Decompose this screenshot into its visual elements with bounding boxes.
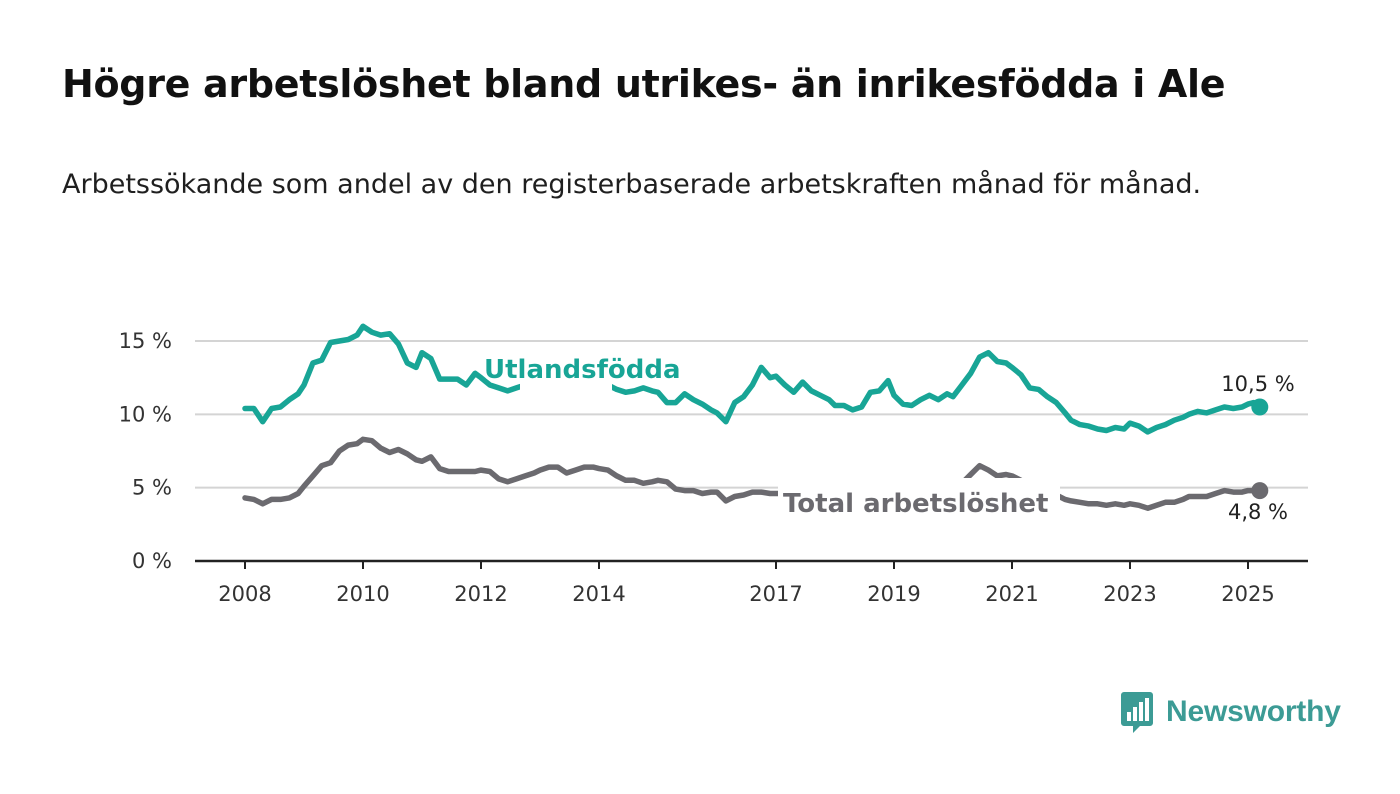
series-end-point [1251,482,1269,500]
y-tick-label: 15 % [119,329,172,353]
series-line-total [242,436,1263,511]
y-tick-label: 5 % [132,476,172,500]
end-value-label: 10,5 % [1221,372,1294,396]
x-tick-label: 2008 [218,582,271,606]
x-tick-label: 2012 [454,582,507,606]
chart-subtitle: Arbetssökande som andel av den registerb… [62,169,1202,200]
x-tick-label: 2014 [572,582,625,606]
x-tick-label: 2021 [985,582,1038,606]
label-halo [520,352,612,390]
brand-logo: Newsworthy [1120,690,1341,734]
chart-title: Högre arbetslöshet bland utrikes- än inr… [62,62,1226,106]
series-label-utlandsfodda: Utlandsfödda [484,355,681,385]
x-tick-label: 2010 [336,582,389,606]
series-line-utlandsfodda [242,323,1263,435]
x-tick-label: 2025 [1221,582,1274,606]
line-chart: 0 % 5 % 10 % 15 % 2008 2010 2012 2014 2017 2019 20… [119,323,1308,606]
y-tick-label: 0 % [132,549,172,573]
newsworthy-logo-icon [1121,692,1153,733]
x-tick-label: 2019 [867,582,920,606]
x-tick-label: 2017 [749,582,802,606]
series-label-total: Total arbetslöshet [783,489,1048,519]
end-value-label: 4,8 % [1228,500,1288,524]
x-tick-label: 2023 [1103,582,1156,606]
label-halo [778,478,1060,522]
brand-name: Newsworthy [1166,695,1341,728]
y-tick-label: 10 % [119,402,172,426]
series-end-point [1251,398,1269,416]
